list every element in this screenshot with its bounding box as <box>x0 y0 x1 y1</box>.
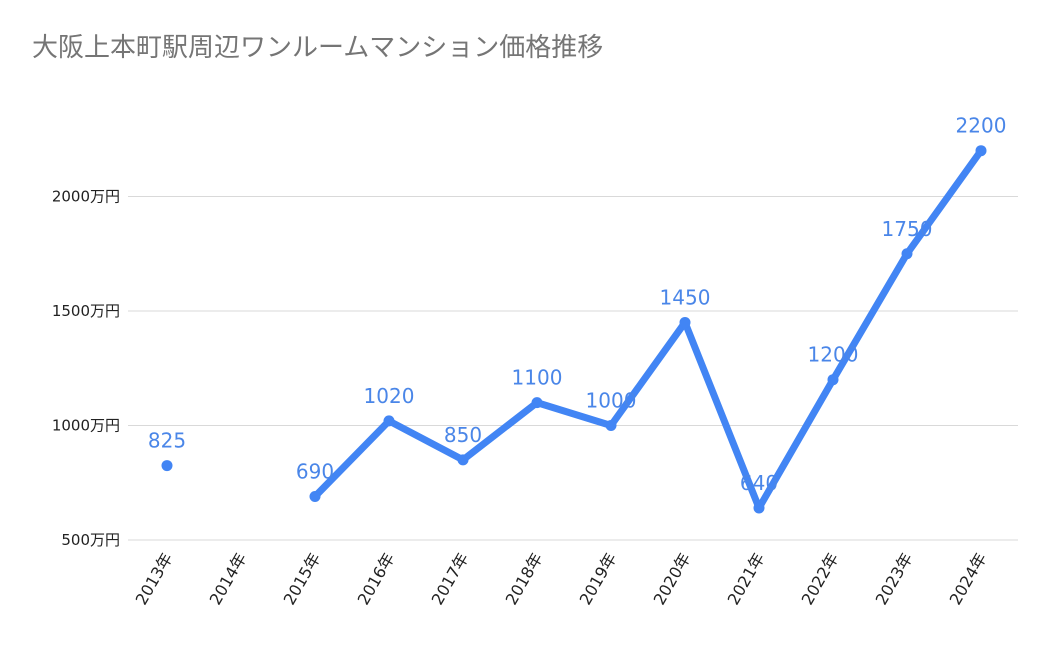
x-tick-label: 2024年 <box>946 550 991 609</box>
data-label: 850 <box>444 423 482 447</box>
data-points <box>161 145 987 514</box>
data-point <box>901 248 913 260</box>
data-label: 1020 <box>364 384 415 408</box>
data-point <box>679 316 691 328</box>
data-labels: 825 690 1020 850 1100 1000 1450 640 1200 1750 2200 <box>148 114 1007 495</box>
data-label: 690 <box>296 459 334 483</box>
series-line-segment <box>311 147 985 512</box>
y-tick-label: 1000万円 <box>52 417 120 435</box>
gridlines <box>128 196 1018 541</box>
x-tick-label: 2014年 <box>206 550 251 609</box>
x-tick-label: 2021年 <box>724 550 769 609</box>
data-label: 1450 <box>660 285 711 309</box>
data-label: 640 <box>740 471 778 495</box>
data-label: 1200 <box>808 343 859 367</box>
y-tick-label: 2000万円 <box>52 188 120 206</box>
y-tick-label: 1500万円 <box>52 302 120 320</box>
x-tick-label: 2016年 <box>354 550 399 609</box>
data-point <box>605 420 617 431</box>
x-tick-label: 2019年 <box>576 550 621 609</box>
data-point <box>975 145 987 157</box>
data-point <box>161 460 173 472</box>
x-axis-ticks: 2013年 2014年 2015年 2016年 2017年 2018年 2019年 2020年… <box>132 550 991 609</box>
y-axis-ticks: 500万円 1000万円 1500万円 2000万円 <box>52 188 120 550</box>
x-tick-label: 2017年 <box>428 550 473 609</box>
x-tick-label: 2022年 <box>798 550 843 609</box>
data-point <box>753 502 765 514</box>
series-line <box>311 147 985 512</box>
data-point <box>531 397 543 409</box>
chart-title: 大阪上本町駅周辺ワンルームマンション価格推移 <box>32 33 603 63</box>
x-tick-label: 2020年 <box>650 550 695 609</box>
data-label: 825 <box>148 429 186 453</box>
y-tick-label: 500万円 <box>61 531 120 549</box>
data-label: 1000 <box>586 389 637 413</box>
x-tick-label: 2023年 <box>872 550 917 609</box>
data-point <box>457 454 469 466</box>
data-point <box>827 374 839 386</box>
x-tick-label: 2018年 <box>502 550 547 609</box>
x-tick-label: 2015年 <box>280 550 325 609</box>
data-point <box>383 415 395 427</box>
x-tick-label: 2013年 <box>132 550 177 609</box>
data-point <box>309 490 321 502</box>
data-label: 1750 <box>882 217 933 241</box>
data-label: 1100 <box>512 366 563 390</box>
data-label: 2200 <box>956 114 1007 138</box>
